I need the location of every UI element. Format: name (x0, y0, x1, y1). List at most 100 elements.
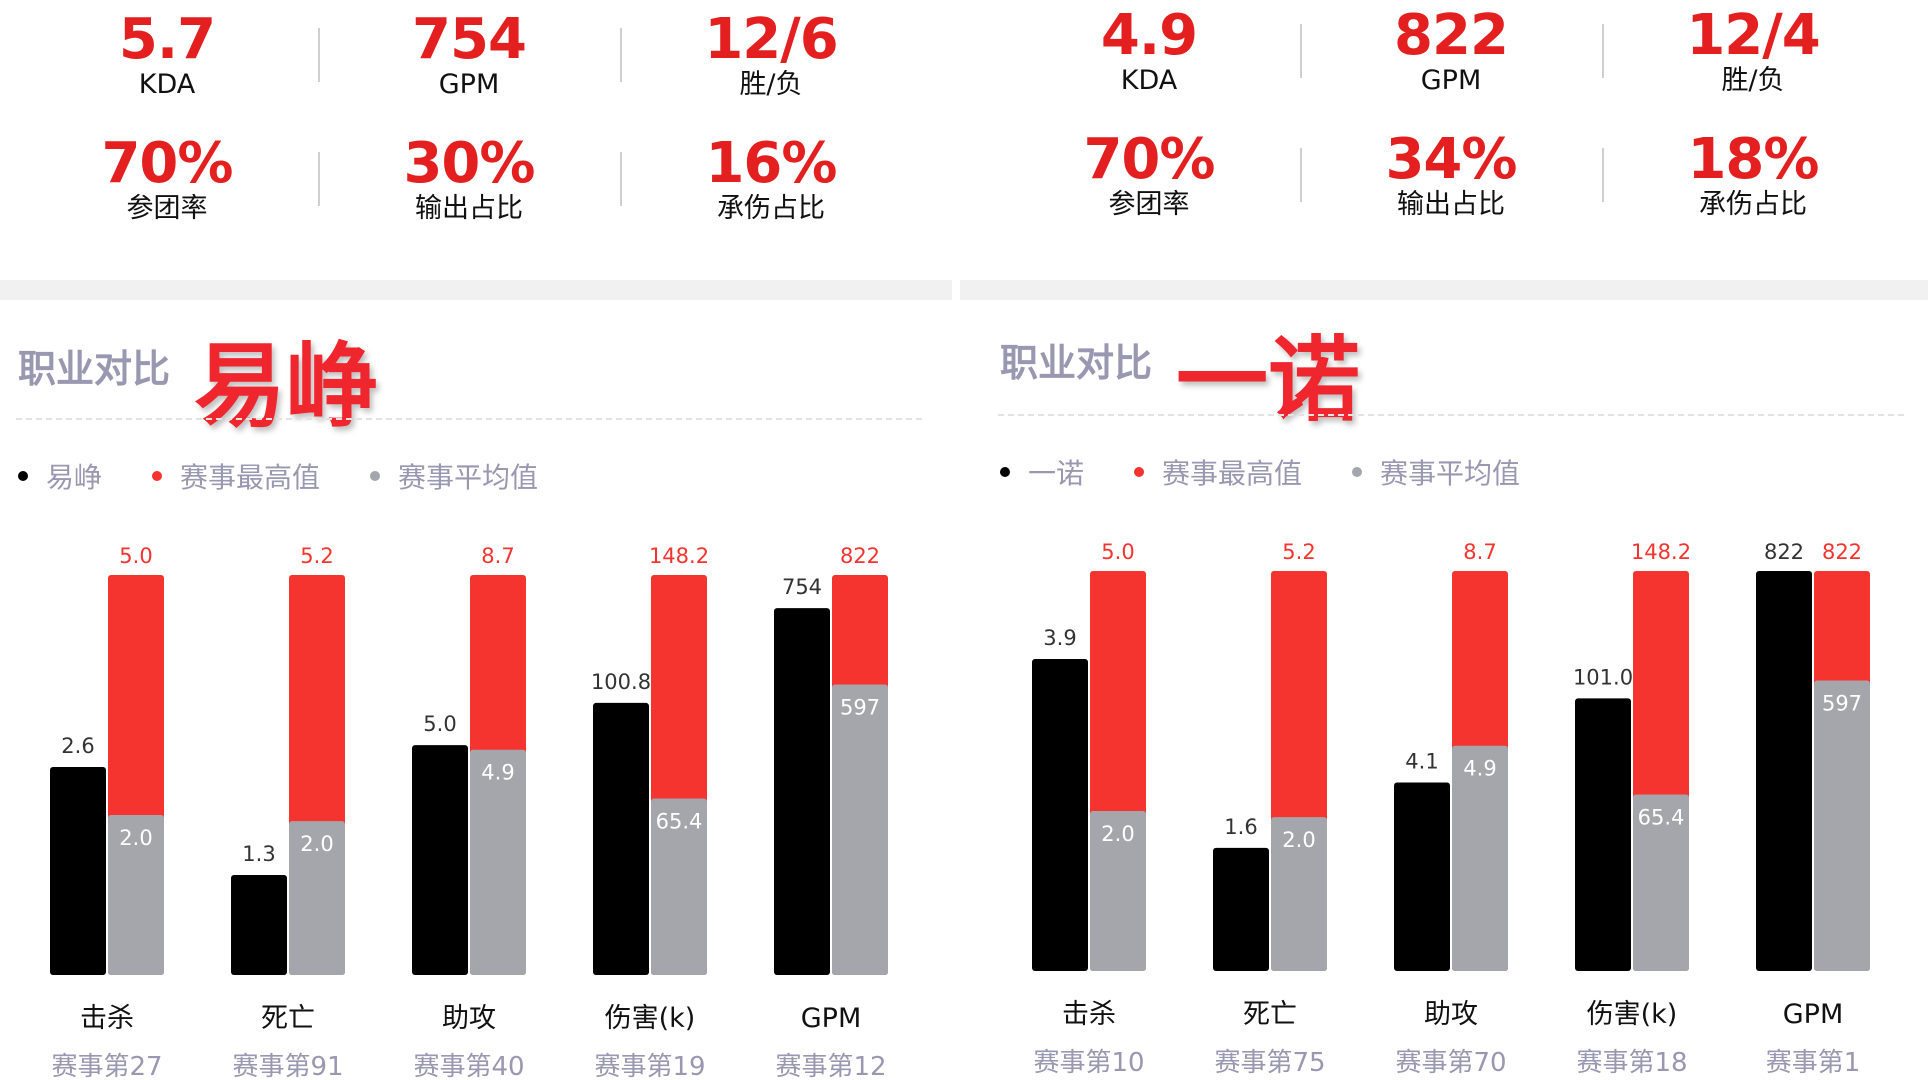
stat-label: 输出占比 (1397, 189, 1505, 220)
section-band (0, 280, 952, 300)
stat-value: 12/4 (1686, 3, 1820, 68)
data-label-max: 822 (1822, 540, 1862, 564)
rank-label: 赛事第27 (51, 1052, 162, 1080)
stat-label: 参团率 (1108, 189, 1190, 220)
bar-player (1213, 847, 1269, 971)
stat-value: 822 (1394, 3, 1509, 68)
category-label: 击杀 (80, 1003, 134, 1034)
stats-grid: 5.7 KDA 754 GPM 12/6 胜/负 70% 参团率 30% 输出占… (0, 0, 940, 260)
divider (620, 28, 622, 82)
legend-dot-icon (18, 471, 28, 481)
data-label-player: 822 (1764, 540, 1804, 564)
bar-player (593, 702, 649, 975)
stat-value: 70% (101, 131, 233, 196)
stat-tank-share: 18% 承伤占比 (1602, 130, 1904, 220)
bar-avg (651, 798, 707, 975)
legend-label: 赛事最高值 (180, 461, 321, 494)
stat-damage-share: 34% 输出占比 (1300, 130, 1602, 220)
bar-player (50, 767, 106, 975)
section-label: 职业对比 (18, 347, 171, 391)
stat-label: GPM (438, 69, 500, 100)
legend-label: 赛事平均值 (1380, 457, 1521, 490)
data-label-player: 2.6 (61, 734, 94, 758)
data-label-max: 822 (840, 544, 880, 568)
stat-value: 5.7 (118, 7, 216, 72)
bar-player (231, 875, 287, 975)
category-label: 助攻 (1424, 999, 1478, 1030)
legend-item-player: 易峥 (18, 456, 102, 496)
stat-value: 12/6 (704, 7, 838, 72)
bar-avg (289, 821, 345, 975)
rank-label: 赛事第10 (1033, 1048, 1144, 1076)
bar-player (1394, 782, 1450, 971)
rank-label: 赛事第75 (1214, 1048, 1325, 1076)
legend-item-max: 赛事最高值 (152, 456, 320, 496)
stat-win-loss: 12/6 胜/负 (620, 10, 922, 100)
stat-label: 胜/负 (739, 69, 803, 100)
data-label-avg: 2.0 (300, 832, 333, 856)
data-label-max: 5.0 (119, 544, 152, 568)
legend-label: 易峥 (46, 461, 103, 494)
stat-value: 754 (412, 7, 527, 72)
data-label-avg: 2.0 (119, 826, 152, 850)
stat-damage-share: 30% 输出占比 (318, 134, 620, 224)
category-label: 伤害(k) (1587, 999, 1678, 1030)
stat-tank-share: 16% 承伤占比 (620, 134, 922, 224)
data-label-avg: 2.0 (1101, 822, 1134, 846)
stats-grid: 4.9 KDA 822 GPM 12/4 胜/负 70% 参团率 34% 输出占… (982, 0, 1922, 260)
stat-kda: 5.7 KDA (16, 10, 318, 100)
bar-avg (1814, 680, 1870, 971)
data-label-avg: 597 (1822, 691, 1862, 715)
data-label-player: 3.9 (1043, 626, 1076, 650)
data-label-max: 5.0 (1101, 540, 1134, 564)
divider (1602, 24, 1604, 78)
stat-label: 承伤占比 (1699, 189, 1807, 220)
dashed-divider (16, 418, 922, 420)
legend-dot-icon (152, 471, 162, 481)
category-label: GPM (1783, 999, 1844, 1030)
stat-value: 4.9 (1100, 3, 1198, 68)
legend-dot-icon (1352, 467, 1362, 477)
stat-label: 输出占比 (415, 193, 523, 224)
data-label-max: 8.7 (1463, 540, 1496, 564)
data-label-player: 100.8 (591, 670, 651, 694)
rank-label: 赛事第91 (232, 1052, 343, 1080)
stat-value: 34% (1385, 127, 1517, 192)
stat-win-loss: 12/4 胜/负 (1602, 6, 1904, 96)
rank-label: 赛事第12 (775, 1052, 886, 1080)
data-label-max: 148.2 (1631, 540, 1691, 564)
player-panel-right: 4.9 KDA 822 GPM 12/4 胜/负 70% 参团率 34% 输出占… (960, 0, 1928, 1080)
divider (318, 28, 320, 82)
data-label-max: 8.7 (481, 544, 514, 568)
data-label-player: 1.3 (242, 842, 275, 866)
data-label-max: 148.2 (649, 544, 709, 568)
data-label-player: 4.1 (1405, 749, 1438, 773)
stat-label: KDA (1120, 65, 1178, 96)
stat-participation: 70% 参团率 (16, 134, 318, 224)
data-label-player: 754 (782, 575, 822, 599)
category-label: 击杀 (1062, 999, 1116, 1030)
divider (318, 152, 320, 206)
bar-avg (1633, 794, 1689, 971)
stat-gpm: 822 GPM (1300, 6, 1602, 96)
divider (1300, 148, 1302, 202)
data-label-avg: 4.9 (1463, 757, 1496, 781)
data-label-player: 1.6 (1224, 815, 1257, 839)
bar-player (1575, 698, 1631, 971)
section-band (960, 280, 1928, 300)
legend-dot-icon (370, 471, 380, 481)
legend-label: 赛事平均值 (398, 461, 539, 494)
legend-item-avg: 赛事平均值 (370, 456, 538, 496)
bar-player (1756, 571, 1812, 971)
data-label-avg: 597 (840, 695, 880, 719)
data-label-avg: 2.0 (1282, 828, 1315, 852)
bar-avg (1090, 811, 1146, 971)
stat-value: 70% (1083, 127, 1215, 192)
data-label-avg: 65.4 (1638, 805, 1685, 829)
stat-participation: 70% 参团率 (998, 130, 1300, 220)
data-label-avg: 65.4 (656, 809, 703, 833)
legend-dot-icon (1000, 467, 1010, 477)
legend-dot-icon (1134, 467, 1144, 477)
section-label: 职业对比 (1000, 341, 1153, 385)
